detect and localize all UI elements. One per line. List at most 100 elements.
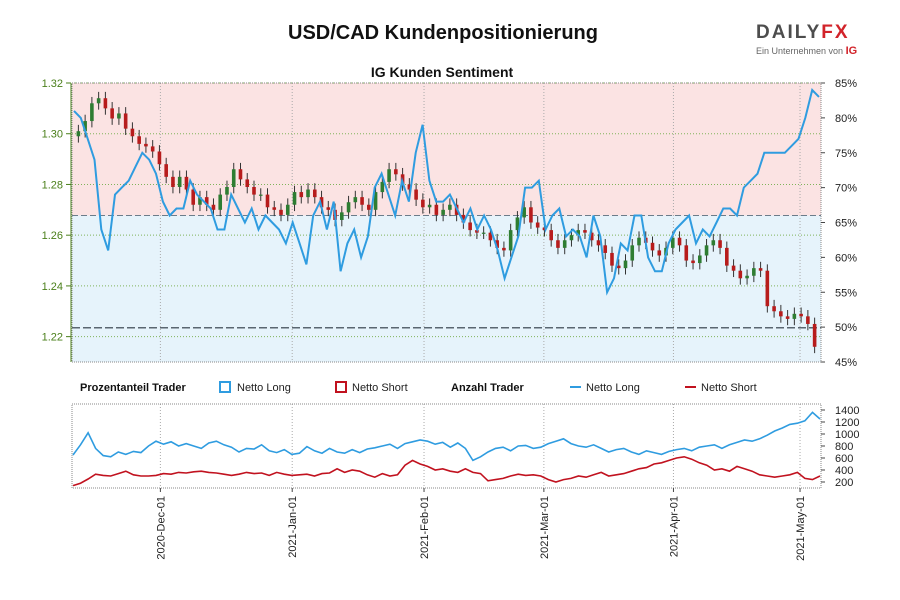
candle-body bbox=[616, 265, 621, 269]
price-tick-label: 1.32 bbox=[42, 78, 63, 90]
candle-body bbox=[799, 313, 803, 317]
candle-body bbox=[657, 250, 662, 256]
candle-body bbox=[137, 136, 141, 144]
candle-body bbox=[758, 268, 763, 271]
logo-tagline: Ein Unternehmen von IG bbox=[756, 45, 858, 57]
long-zone-fill bbox=[72, 215, 821, 362]
percent-tick-label: 80% bbox=[835, 113, 857, 125]
candle-body bbox=[367, 204, 371, 210]
candle-body bbox=[738, 270, 743, 279]
candle-body bbox=[157, 151, 162, 165]
candle-body bbox=[272, 207, 277, 210]
candle-body bbox=[90, 103, 94, 122]
legend-long-box bbox=[219, 381, 231, 393]
candle-body bbox=[150, 146, 155, 152]
candle-body bbox=[184, 176, 189, 190]
upper-chart-title: IG Kunden Sentiment bbox=[371, 64, 514, 80]
candle-body bbox=[508, 230, 513, 251]
candle-body bbox=[684, 245, 689, 261]
candle-body bbox=[285, 204, 290, 215]
date-tick-label: 2021-Jan-01 bbox=[287, 496, 299, 558]
candle-body bbox=[211, 204, 216, 210]
date-tick-label: 2021-May-01 bbox=[795, 496, 807, 561]
date-tick-label: 2020-Dec-01 bbox=[155, 496, 167, 560]
candle-body bbox=[725, 247, 729, 266]
date-tick-label: 2021-Mar-01 bbox=[539, 496, 551, 559]
candle-body bbox=[542, 227, 547, 231]
count-tick-label: 1000 bbox=[835, 429, 859, 441]
candle-body bbox=[515, 217, 520, 231]
candle-body bbox=[488, 232, 493, 241]
candle-body bbox=[279, 209, 283, 215]
candle-body bbox=[650, 242, 655, 251]
candle-body bbox=[670, 237, 675, 248]
candle-body bbox=[204, 197, 209, 205]
candle-body bbox=[583, 230, 587, 233]
date-axis: 2020-Dec-01 2021-Jan-01 2021-Feb-01 2021-Ma… bbox=[155, 488, 807, 561]
percent-tick-label: 50% bbox=[835, 322, 857, 334]
price-sentiment-panel: 1.22 1.24 1.26 1.28 1.30 1.32 45% 50% 55% 60% 65%… bbox=[42, 78, 858, 369]
candle-body bbox=[346, 202, 351, 213]
candle-body bbox=[326, 207, 331, 210]
candle-body bbox=[110, 108, 114, 119]
candle-body bbox=[711, 240, 716, 246]
price-candles bbox=[76, 91, 817, 354]
candle-body bbox=[407, 184, 412, 190]
candle-body bbox=[306, 189, 310, 198]
candle-body bbox=[495, 240, 499, 248]
net-long-count-line bbox=[72, 411, 821, 462]
price-tick-label: 1.24 bbox=[42, 281, 63, 293]
candle-body bbox=[191, 189, 196, 205]
candle-body bbox=[360, 197, 364, 205]
candle-body bbox=[434, 204, 439, 215]
price-axis: 1.22 1.24 1.26 1.28 1.30 1.32 bbox=[42, 78, 71, 344]
candle-body bbox=[549, 230, 553, 241]
candle-body bbox=[427, 204, 432, 208]
candle-body bbox=[502, 247, 506, 251]
legend-group2-title: Anzahl Trader bbox=[451, 382, 524, 394]
candle-body bbox=[353, 197, 358, 203]
candle-body bbox=[522, 207, 526, 218]
count-tick-label: 800 bbox=[835, 441, 853, 453]
candle-body bbox=[779, 311, 783, 317]
candle-body bbox=[623, 260, 628, 269]
candle-body bbox=[576, 230, 581, 236]
candle-body bbox=[123, 113, 128, 129]
percent-axis: 45% 50% 55% 60% 65% 70% 75% 80% 85% bbox=[821, 78, 857, 369]
count-tick-label: 200 bbox=[835, 477, 853, 489]
percent-tick-label: 65% bbox=[835, 218, 857, 230]
candle-body bbox=[252, 186, 256, 195]
count-tick-label: 1200 bbox=[835, 417, 859, 429]
legend-long-label: Netto Long bbox=[237, 382, 291, 394]
candle-body bbox=[171, 176, 175, 187]
candle-body bbox=[785, 316, 790, 319]
short-zone-fill bbox=[72, 83, 821, 216]
price-tick-label: 1.26 bbox=[42, 230, 63, 242]
percent-tick-label: 70% bbox=[835, 183, 857, 195]
count-tick-label: 600 bbox=[835, 453, 853, 465]
percent-tick-label: 60% bbox=[835, 252, 857, 264]
candle-body bbox=[752, 268, 756, 276]
candle-body bbox=[103, 98, 108, 109]
candle-body bbox=[292, 192, 297, 205]
dailyfx-logo: DAILYFX Ein Unternehmen von IG bbox=[756, 22, 872, 64]
date-tick-label: 2021-Apr-01 bbox=[668, 496, 680, 557]
candle-body bbox=[806, 316, 810, 324]
candle-body bbox=[535, 222, 540, 228]
candle-body bbox=[697, 255, 702, 264]
candle-body bbox=[414, 189, 418, 200]
candle-body bbox=[299, 192, 304, 198]
percent-tick-label: 45% bbox=[835, 357, 857, 369]
legend-short-box bbox=[335, 381, 347, 393]
candle-body bbox=[394, 169, 398, 175]
candle-body bbox=[704, 245, 709, 256]
count-tick-label: 400 bbox=[835, 465, 853, 477]
candle-body bbox=[83, 121, 87, 132]
candle-body bbox=[765, 270, 770, 307]
legend: Prozentanteil Trader Netto Long Netto Sh… bbox=[80, 381, 757, 394]
candle-body bbox=[373, 192, 378, 210]
legend-group1-title: Prozentanteil Trader bbox=[80, 382, 186, 394]
